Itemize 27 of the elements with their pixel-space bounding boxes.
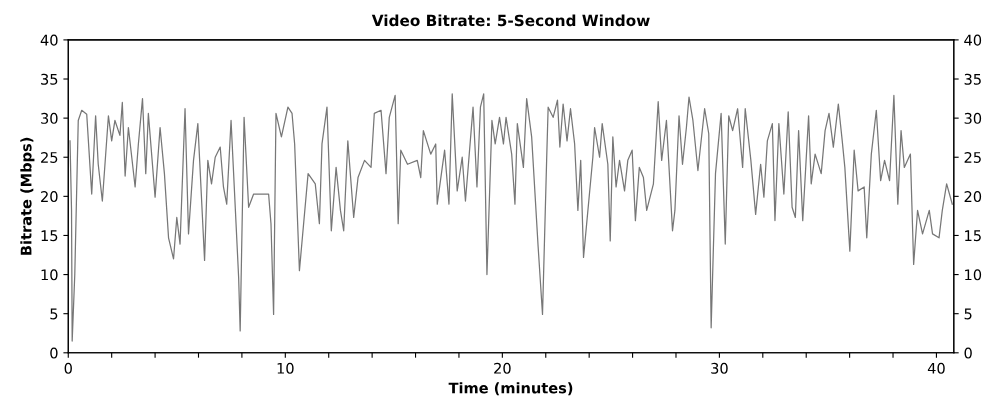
y2-tick-label: 10 [965, 269, 982, 281]
y-tick-label: 10 [41, 269, 58, 281]
y-tick-label: 25 [41, 151, 58, 163]
y-tick-label: 0 [50, 347, 58, 359]
y-tick-label: 5 [50, 308, 58, 320]
x-tick-label: 30 [711, 362, 728, 374]
y2-tick-label: 0 [964, 347, 972, 359]
line-series [69, 93, 953, 342]
x-tick-label: 10 [277, 362, 294, 374]
y2-tick-label: 20 [964, 191, 982, 203]
y-axis-title: Bitrate (Mbps) [20, 137, 35, 255]
y2-tick-label: 5 [964, 308, 972, 320]
y-tick-label: 30 [41, 112, 58, 124]
y-tick-label: 35 [41, 73, 58, 85]
x-axis-title: Time (minutes) [448, 382, 573, 396]
y2-tick-label: 30 [964, 112, 982, 124]
y2-tick-label: 25 [964, 151, 981, 163]
y2-tick-label: 40 [964, 34, 982, 46]
y-tick-label: 15 [41, 230, 58, 242]
y-tick-label: 40 [40, 34, 58, 46]
x-tick-label: 0 [64, 362, 72, 374]
x-tick-label: 40 [927, 362, 945, 374]
chart-title: Video Bitrate: 5-Second Window [371, 14, 650, 27]
y2-tick-label: 15 [965, 230, 981, 242]
x-tick-label: 20 [494, 362, 511, 374]
y-tick-label: 20 [41, 191, 58, 203]
y2-tick-label: 35 [964, 73, 981, 85]
